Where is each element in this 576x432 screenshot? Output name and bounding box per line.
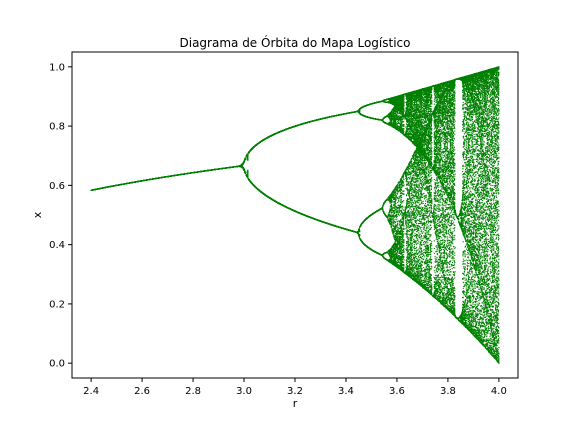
- chart-title: Diagrama de Órbita do Mapa Logístico: [180, 35, 411, 50]
- plot-points: [91, 66, 500, 363]
